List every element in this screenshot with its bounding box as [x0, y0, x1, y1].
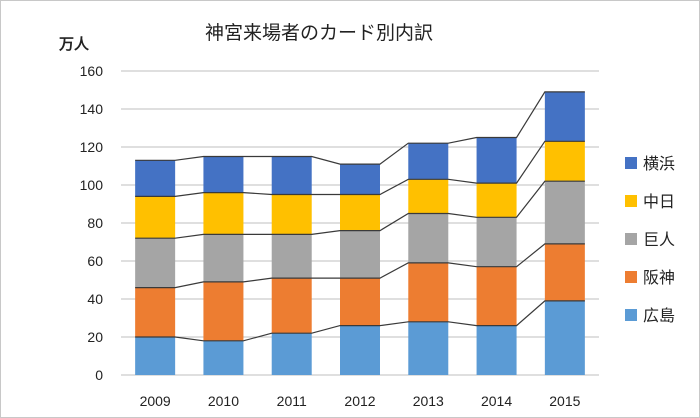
bar-segment: [408, 262, 449, 322]
x-tick-label: 2009: [140, 393, 171, 409]
bar-segment: [271, 156, 312, 195]
x-tick-label: 2014: [481, 393, 512, 409]
legend-label: 巨人: [643, 230, 675, 249]
y-tick-label: 100: [80, 177, 104, 193]
bar-segment: [476, 217, 517, 267]
legend-label: 広島: [643, 306, 675, 325]
bar-segment: [544, 141, 585, 182]
bar-segment: [544, 181, 585, 244]
bar-segment: [544, 91, 585, 142]
bar-segment: [271, 194, 312, 235]
bar-segment: [203, 192, 244, 235]
legend-label: 横浜: [643, 154, 675, 173]
bar-segment: [271, 333, 312, 375]
chart-title: 神宮来場者のカード別内訳: [205, 22, 433, 44]
bar-segment: [135, 196, 176, 239]
bar-segment: [271, 278, 312, 334]
bar-segment: [340, 164, 380, 195]
bar-segment: [340, 230, 380, 279]
y-tick-label: 40: [87, 291, 103, 307]
legend-label: 中日: [643, 192, 675, 211]
legend-swatch: [625, 157, 637, 169]
bar-segment: [135, 337, 176, 375]
y-axis-unit-label: 万人: [58, 35, 90, 53]
x-tick-label: 2012: [344, 393, 375, 409]
bar-segment: [408, 179, 449, 214]
bar-segment: [135, 238, 176, 288]
series-connector-lines: [135, 91, 585, 342]
bar-segment: [476, 266, 517, 326]
y-tick-label: 20: [87, 329, 103, 345]
bar-segment: [476, 137, 517, 184]
y-tick-labels: 0 20 40 60 80 100 120 140 160: [80, 63, 104, 383]
bar-segment: [203, 234, 244, 282]
y-tick-label: 160: [80, 63, 104, 79]
x-tick-label: 2013: [413, 393, 444, 409]
bar-segment: [135, 160, 176, 197]
bar-segment: [203, 156, 244, 193]
series-line: [135, 300, 585, 342]
bar-segment: [476, 183, 517, 218]
y-tick-label: 140: [80, 101, 104, 117]
series-line: [135, 243, 585, 289]
bar-segment: [544, 300, 585, 375]
x-tick-label: 2011: [277, 393, 307, 409]
y-tick-label: 60: [87, 253, 103, 269]
y-tick-label: 0: [95, 367, 103, 383]
legend-label: 阪神: [643, 268, 675, 287]
bar-segment: [476, 325, 517, 375]
legend-swatch: [625, 233, 637, 245]
legend-swatch: [625, 309, 637, 321]
bar-segment: [340, 194, 380, 231]
x-tick-labels: 2009 2010 2011 2012 2013 2014 2015: [140, 393, 581, 409]
bar-segment: [203, 281, 244, 341]
y-tick-label: 80: [87, 215, 103, 231]
x-tick-label: 2010: [208, 393, 239, 409]
bar-segment: [408, 143, 449, 180]
legend-swatch: [625, 271, 637, 283]
series-line: [135, 140, 585, 197]
bar-segment: [340, 278, 380, 326]
bar-segment: [408, 321, 449, 375]
legend-swatch: [625, 195, 637, 207]
bar-segment: [271, 234, 312, 279]
series-line: [135, 180, 585, 239]
bar-segment: [544, 243, 585, 301]
x-tick-label: 2015: [549, 393, 580, 409]
bar-segment: [408, 213, 449, 263]
series-line: [135, 91, 585, 165]
y-tick-label: 120: [80, 139, 104, 155]
bars: [135, 91, 585, 375]
bar-segment: [135, 287, 176, 337]
bar-segment: [340, 325, 380, 375]
bar-segment: [203, 340, 244, 375]
